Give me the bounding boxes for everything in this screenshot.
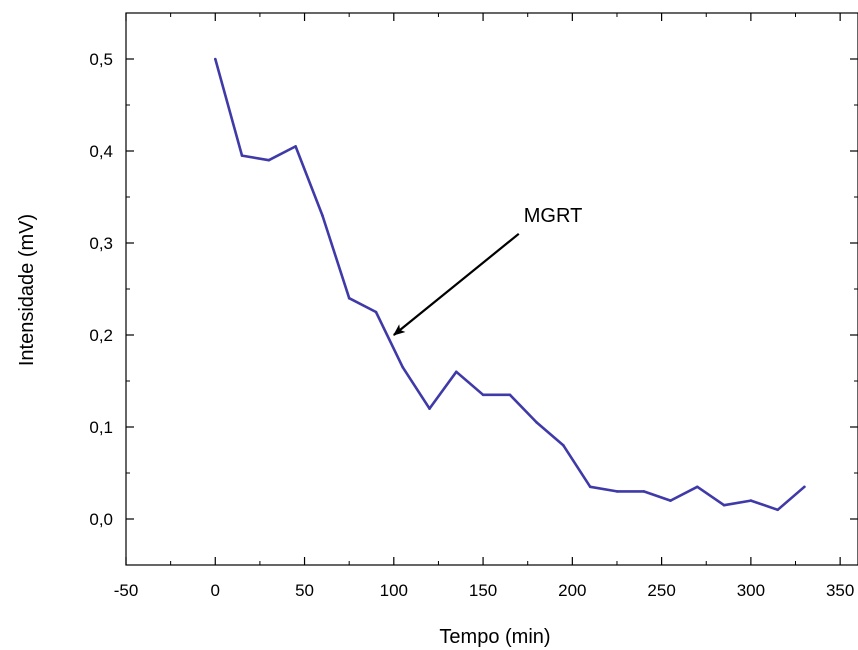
annotation-label: MGRT xyxy=(524,205,583,227)
data-point xyxy=(213,57,217,61)
data-point xyxy=(294,145,297,148)
data-point xyxy=(749,499,753,502)
x-tick-label: 150 xyxy=(469,581,497,600)
data-point xyxy=(321,214,324,217)
data-point xyxy=(776,508,779,512)
data-point xyxy=(428,407,431,410)
y-tick-label: 0,0 xyxy=(89,510,113,529)
x-tick-label: 350 xyxy=(826,581,854,600)
data-point xyxy=(562,444,565,447)
data-point xyxy=(347,296,351,300)
data-point xyxy=(803,485,806,489)
data-point xyxy=(374,310,378,314)
y-tick-label: 0,5 xyxy=(89,50,113,69)
data-point xyxy=(588,485,592,489)
x-tick-label: -50 xyxy=(114,581,139,600)
data-point xyxy=(401,365,405,369)
y-tick-label: 0,1 xyxy=(89,418,113,437)
data-point xyxy=(454,370,458,374)
x-tick-label: 200 xyxy=(558,581,586,600)
y-tick-label: 0,3 xyxy=(89,234,113,253)
data-point xyxy=(535,421,538,424)
series-layer xyxy=(213,57,806,512)
x-tick-label: 0 xyxy=(211,581,220,600)
annotation-arrow xyxy=(393,232,520,336)
x-tick-label: 300 xyxy=(737,581,765,600)
data-point xyxy=(722,503,726,507)
y-axis-title: Intensidade (mV) xyxy=(16,214,38,366)
tick-labels-layer: -50 0 50 100 150 200 250 300 350 0,0 0,1 0,2 0,3 0,4 0… xyxy=(89,50,854,600)
data-point xyxy=(267,158,271,162)
data-point xyxy=(696,485,699,489)
annotation-layer: MGRT xyxy=(393,205,583,336)
x-tick-label: 250 xyxy=(647,581,675,600)
x-axis-title: Tempo (min) xyxy=(439,626,550,648)
ticks-layer xyxy=(125,12,858,566)
y-tick-label: 0,4 xyxy=(89,142,113,161)
y-tick-label: 0,2 xyxy=(89,326,113,345)
x-tick-label: 50 xyxy=(295,581,314,600)
data-point xyxy=(615,490,619,493)
data-point xyxy=(508,393,512,397)
data-point xyxy=(240,154,244,157)
data-point xyxy=(669,499,672,502)
plot-frame xyxy=(125,12,858,566)
data-point xyxy=(642,490,646,493)
series-line xyxy=(214,58,806,512)
data-point xyxy=(481,393,485,397)
x-tick-label: 100 xyxy=(380,581,408,600)
